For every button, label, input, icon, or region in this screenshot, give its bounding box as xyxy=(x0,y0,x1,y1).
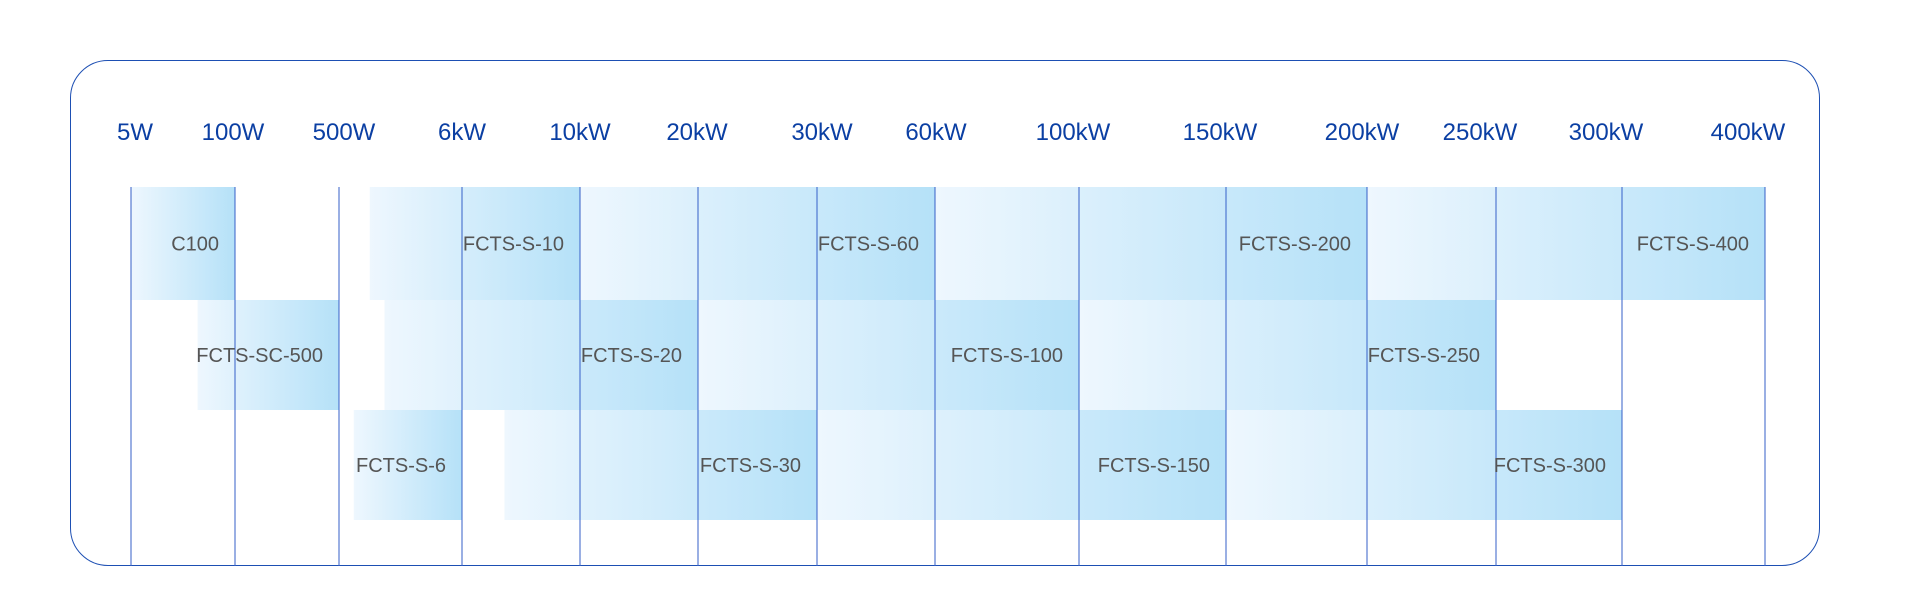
bar-fcts-s-30 xyxy=(504,410,817,520)
tick-label: 20kW xyxy=(666,119,728,146)
bar-label: FCTS-S-250 xyxy=(1368,345,1480,367)
bar-label: FCTS-S-100 xyxy=(951,345,1063,367)
bar-fcts-s-200 xyxy=(935,187,1367,300)
tick-label: 400kW xyxy=(1711,119,1786,146)
bar-label: FCTS-S-400 xyxy=(1637,234,1749,256)
bar-label: FCTS-S-60 xyxy=(818,234,919,256)
bar-label: FCTS-S-10 xyxy=(463,234,564,256)
tick-label: 100kW xyxy=(1036,119,1111,146)
tick-label: 30kW xyxy=(791,119,853,146)
tick-label: 150kW xyxy=(1183,119,1258,146)
bar-fcts-s-60 xyxy=(580,187,935,300)
bar-label: C100 xyxy=(171,234,219,256)
tick-label: 60kW xyxy=(905,119,967,146)
bar-fcts-s-10 xyxy=(369,187,580,300)
tick-label: 500W xyxy=(313,119,376,146)
tick-label: 6kW xyxy=(438,119,486,146)
bar-fcts-s-150 xyxy=(817,410,1226,520)
bar-label: FCTS-S-200 xyxy=(1239,234,1351,256)
bar-label: FCTS-S-150 xyxy=(1098,455,1210,477)
bar-label: FCTS-S-300 xyxy=(1494,455,1606,477)
bar-label: FCTS-SC-500 xyxy=(196,345,323,367)
tick-label: 5W xyxy=(117,119,153,146)
bar-label: FCTS-S-20 xyxy=(581,345,682,367)
bar-fcts-s-400 xyxy=(1367,187,1765,300)
bar-fcts-s-300 xyxy=(1226,410,1622,520)
tick-label: 10kW xyxy=(549,119,611,146)
bar-label: FCTS-S-6 xyxy=(356,455,446,477)
bar-label: FCTS-S-30 xyxy=(700,455,801,477)
bar-fcts-s-6 xyxy=(353,410,462,520)
bar-fcts-s-250 xyxy=(1079,300,1496,410)
tick-label: 250kW xyxy=(1443,119,1518,146)
bar-fcts-sc-500 xyxy=(197,300,339,410)
tick-label: 300kW xyxy=(1569,119,1644,146)
tick-label: 100W xyxy=(202,119,265,146)
bar-fcts-s-20 xyxy=(384,300,698,410)
bar-c100 xyxy=(131,187,235,300)
tick-label: 200kW xyxy=(1325,119,1400,146)
bar-fcts-s-100 xyxy=(698,300,1079,410)
chart-frame xyxy=(70,60,1820,566)
